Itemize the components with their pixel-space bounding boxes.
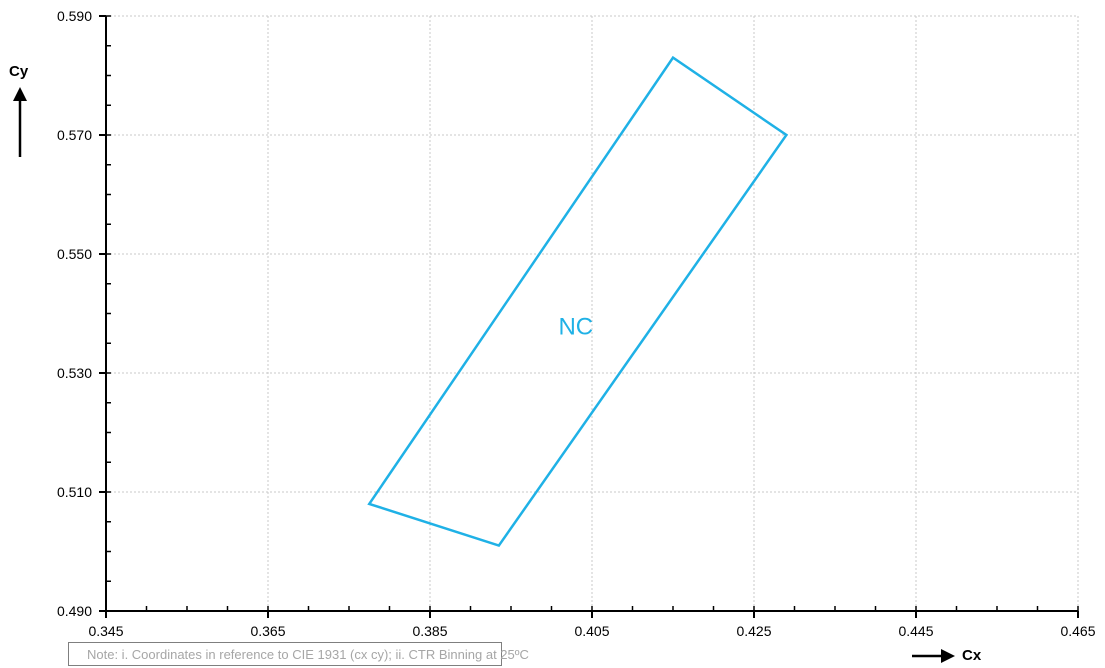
x-tick-label: 0.405 — [574, 623, 609, 639]
y-axis-title: Cy — [9, 63, 29, 80]
y-tick-label: 0.510 — [57, 484, 92, 500]
arrow-up-icon — [13, 87, 27, 157]
note-text: Note: i. Coordinates in reference to CIE… — [87, 647, 529, 662]
y-tick-label: 0.490 — [57, 603, 92, 619]
note-box: Note: i. Coordinates in reference to CIE… — [68, 642, 529, 666]
region-label: NC — [558, 313, 593, 340]
grid — [106, 15, 1079, 611]
y-tick-label: 0.570 — [57, 127, 92, 143]
y-tick-label: 0.550 — [57, 246, 92, 262]
y-tick-label: 0.590 — [57, 8, 92, 24]
x-tick-label: 0.345 — [88, 623, 123, 639]
x-axis-title: Cx — [962, 647, 982, 664]
x-tick-label: 0.385 — [412, 623, 447, 639]
x-tick-label: 0.365 — [250, 623, 285, 639]
region-outline — [367, 55, 789, 548]
axes — [105, 16, 1078, 612]
minor-ticks — [99, 15, 1079, 618]
y-tick-labels: 0.490 0.510 0.530 0.550 0.570 0.590 — [57, 8, 92, 619]
x-tick-labels: 0.345 0.365 0.385 0.405 0.425 0.445 0.465 — [88, 623, 1095, 639]
x-tick-label: 0.425 — [736, 623, 771, 639]
series: NC — [367, 55, 789, 548]
x-tick-label: 0.465 — [1060, 623, 1095, 639]
y-tick-label: 0.530 — [57, 365, 92, 381]
x-tick-label: 0.445 — [898, 623, 933, 639]
arrow-right-icon — [912, 649, 955, 663]
